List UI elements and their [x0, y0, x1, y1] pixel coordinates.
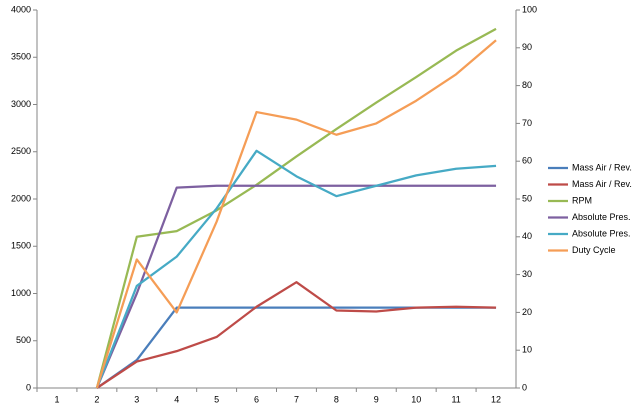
y-tick-label: 1500 — [11, 241, 31, 251]
series-line — [95, 149, 497, 389]
y-tick-label: 3000 — [11, 99, 31, 109]
y2-tick-label: 40 — [522, 231, 532, 241]
x-tick-label: 11 — [451, 394, 460, 404]
x-tick-label: 12 — [491, 394, 501, 404]
y2-tick-label: 80 — [522, 80, 532, 90]
series-line — [95, 27, 497, 389]
legend-label: Absolute Pres. — [572, 212, 631, 222]
series-line — [96, 306, 497, 389]
x-tick-label: 6 — [254, 394, 259, 404]
series-line — [95, 184, 497, 389]
y-tick-label: 3500 — [11, 52, 31, 62]
legend-label: Mass Air / Rev. — [572, 162, 632, 172]
y2-tick-label: 20 — [522, 307, 532, 317]
y-tick-label: 500 — [16, 335, 31, 345]
y2-tick-label: 60 — [522, 156, 532, 166]
y2-tick-label: 30 — [522, 269, 532, 279]
y2-tick-label: 0 — [522, 382, 527, 392]
x-tick-label: 4 — [174, 394, 179, 404]
y-tick-label: 2000 — [11, 193, 31, 203]
y-tick-label: 4000 — [11, 4, 31, 14]
x-tick-label: 10 — [411, 394, 421, 404]
series-line — [95, 39, 497, 389]
x-tick-label: 7 — [294, 394, 299, 404]
y2-tick-label: 70 — [522, 118, 532, 128]
y2-tick-label: 90 — [522, 42, 532, 52]
legend-label: Mass Air / Rev. — [572, 179, 632, 189]
legend-label: Absolute Pres. — [572, 228, 631, 238]
y2-tick-label: 100 — [522, 4, 537, 14]
x-tick-label: 8 — [334, 394, 339, 404]
x-tick-label: 9 — [374, 394, 379, 404]
y-tick-label: 2500 — [11, 146, 31, 156]
legend-label: Duty Cycle — [572, 245, 616, 255]
x-tick-label: 3 — [134, 394, 139, 404]
legend-label: RPM — [572, 195, 592, 205]
x-tick-label: 1 — [54, 394, 59, 404]
y-tick-label: 1000 — [11, 288, 31, 298]
y-tick-label: 0 — [26, 382, 31, 392]
x-tick-label: 2 — [94, 394, 99, 404]
y2-tick-label: 50 — [522, 193, 532, 203]
series-line — [96, 281, 497, 389]
x-tick-label: 5 — [214, 394, 219, 404]
y2-tick-label: 10 — [522, 345, 532, 355]
